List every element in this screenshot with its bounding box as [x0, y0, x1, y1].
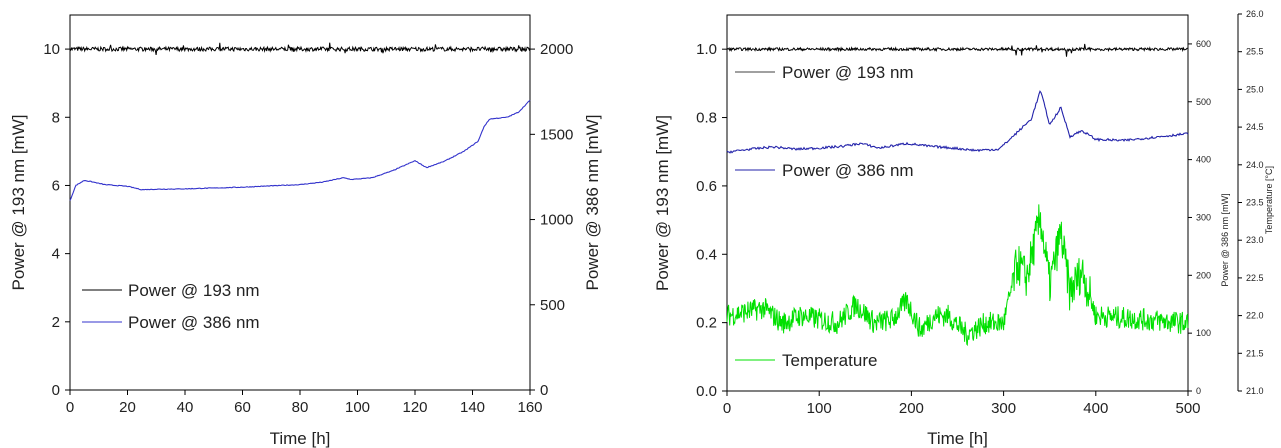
y2-tick-label: 500 [540, 297, 565, 314]
y2-tick-label: 2000 [540, 41, 573, 58]
x-tick-label: 120 [402, 399, 427, 416]
y2-tick-label: 1000 [540, 212, 573, 229]
y3-tick-label: 25.5 [1246, 47, 1264, 57]
x-tick-label: 300 [991, 400, 1016, 417]
y3-tick-label: 22.0 [1246, 311, 1264, 321]
legend-label-power-386nm: Power @ 386 nm [128, 313, 260, 332]
x-tick-label: 80 [292, 399, 309, 416]
y2-axis-label: Power @ 386 nm [mW] [1220, 193, 1230, 286]
y2-tick-label: 0 [540, 382, 548, 399]
legend-label-temperature: Temperature [782, 351, 877, 370]
series-power-193nm [726, 43, 1188, 57]
y-tick-label: 0.2 [696, 315, 717, 332]
y-tick-label: 10 [43, 41, 60, 58]
x-tick-label: 0 [723, 400, 731, 417]
x-tick-label: 400 [1083, 400, 1108, 417]
y2-tick-label: 300 [1196, 212, 1211, 222]
y2-tick-label: 600 [1196, 39, 1211, 49]
y-tick-label: 8 [52, 109, 60, 126]
y2-tick-label: 0 [1196, 386, 1201, 396]
left-chart: 0 20 40 60 80 100 120 140 1600246810050010001500… [9, 14, 602, 448]
x-axis-label: Time [h] [270, 429, 331, 448]
y3-tick-label: 21.5 [1246, 348, 1264, 358]
y-tick-label: 4 [52, 246, 60, 263]
x-tick-label: 200 [899, 400, 924, 417]
right-chart: 0 100 200 300 400 500 0.0 0.2 0.4 0.6 0.8 1.0 0 100 20… [653, 9, 1274, 448]
y3-tick-label: 21.0 [1246, 386, 1264, 396]
y-tick-label: 0.8 [696, 110, 717, 127]
y2-tick-label: 100 [1196, 328, 1211, 338]
y2-tick-label: 400 [1196, 155, 1211, 165]
series-power-386nm [726, 90, 1189, 154]
y2-tick-label: 200 [1196, 270, 1211, 280]
x-tick-label: 140 [460, 399, 485, 416]
y-tick-label: 0.4 [696, 246, 717, 263]
y3-tick-label: 26.0 [1246, 9, 1264, 19]
legend: Power @ 193 nm Power @ 386 nm [82, 281, 260, 332]
y3-tick-label: 25.0 [1246, 84, 1264, 94]
y3-tick-label: 22.5 [1246, 273, 1264, 283]
x-tick-label: 100 [345, 399, 370, 416]
y3-axis-label: Temperature [°C] [1264, 166, 1274, 234]
y3-tick-label: 23.0 [1246, 235, 1264, 245]
x-tick-label: 500 [1175, 400, 1200, 417]
y2-tick-label: 1500 [540, 126, 573, 143]
plot-frame [726, 14, 1189, 392]
y-tick-label: 0.0 [696, 383, 717, 400]
series-temperature [726, 204, 1189, 347]
legend-label-power-386nm: Power @ 386 nm [782, 161, 914, 180]
legend-label-power-193nm: Power @ 193 nm [782, 63, 914, 82]
y-tick-label: 2 [52, 314, 60, 331]
legend-label-power-193nm: Power @ 193 nm [128, 281, 260, 300]
x-axis-label: Time [h] [927, 429, 988, 448]
legend: Power @ 193 nm Power @ 386 nm Temperature [735, 63, 914, 370]
y3-tick-label: 24.0 [1246, 160, 1264, 170]
y-axis-label: Power @ 193 nm [mW] [9, 115, 28, 291]
plot-frame [69, 14, 531, 391]
x-tick-label: 40 [177, 399, 194, 416]
x-tick-label: 60 [234, 399, 251, 416]
x-tick-label: 160 [517, 399, 542, 416]
x-tick-label: 20 [119, 399, 136, 416]
x-tick-label: 0 [66, 399, 74, 416]
y-tick-label: 1.0 [696, 41, 717, 58]
x-tick-label: 100 [807, 400, 832, 417]
y3-tick-label: 23.5 [1246, 198, 1264, 208]
y-tick-label: 6 [52, 177, 60, 194]
y-tick-label: 0.6 [696, 178, 717, 195]
y-tick-label: 0 [52, 382, 60, 399]
y2-tick-label: 500 [1196, 97, 1211, 107]
series-power-386nm [69, 99, 531, 201]
series-power-193nm [69, 42, 531, 55]
y2-axis-label: Power @ 386 nm [mW] [583, 115, 602, 291]
y-axis-label: Power @ 193 nm [mW] [653, 115, 672, 291]
y3-tick-label: 24.5 [1246, 122, 1264, 132]
